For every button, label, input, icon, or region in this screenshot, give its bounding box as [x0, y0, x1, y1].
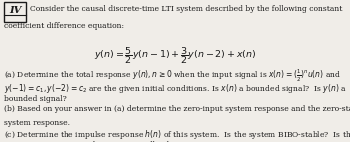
- FancyBboxPatch shape: [4, 2, 26, 22]
- Text: coefficient difference equation:: coefficient difference equation:: [4, 22, 124, 30]
- Text: (b) Based on your answer in (a) determine the zero-input system response and the: (b) Based on your answer in (a) determin…: [4, 105, 350, 113]
- Text: bounded signal?: bounded signal?: [4, 95, 67, 103]
- Text: system response.: system response.: [4, 119, 70, 127]
- Text: system FIR or IIR?  Is the system an-all pole system?: system FIR or IIR? Is the system an-all …: [4, 141, 207, 142]
- Text: Consider the causal discrete-time LTI system described by the following constant: Consider the causal discrete-time LTI sy…: [30, 5, 342, 13]
- Text: $y(-1) = c_1, y(-2) = c_2$ are the given initial conditions. Is $x(n)$ a bounded: $y(-1) = c_1, y(-2) = c_2$ are the given…: [4, 82, 347, 95]
- Text: IV: IV: [9, 6, 21, 15]
- Text: $y(n) = \dfrac{5}{2}y(n-1) + \dfrac{3}{2}y(n-2) + x(n)$: $y(n) = \dfrac{5}{2}y(n-1) + \dfrac{3}{2…: [94, 45, 256, 66]
- Text: (c) Determine the impulse response $h(n)$ of this system.  Is the system BIBO-st: (c) Determine the impulse response $h(n)…: [4, 128, 350, 141]
- Text: (a) Determine the total response $y(n), n \geq 0$ when the input signal is $x(n): (a) Determine the total response $y(n), …: [4, 68, 342, 84]
